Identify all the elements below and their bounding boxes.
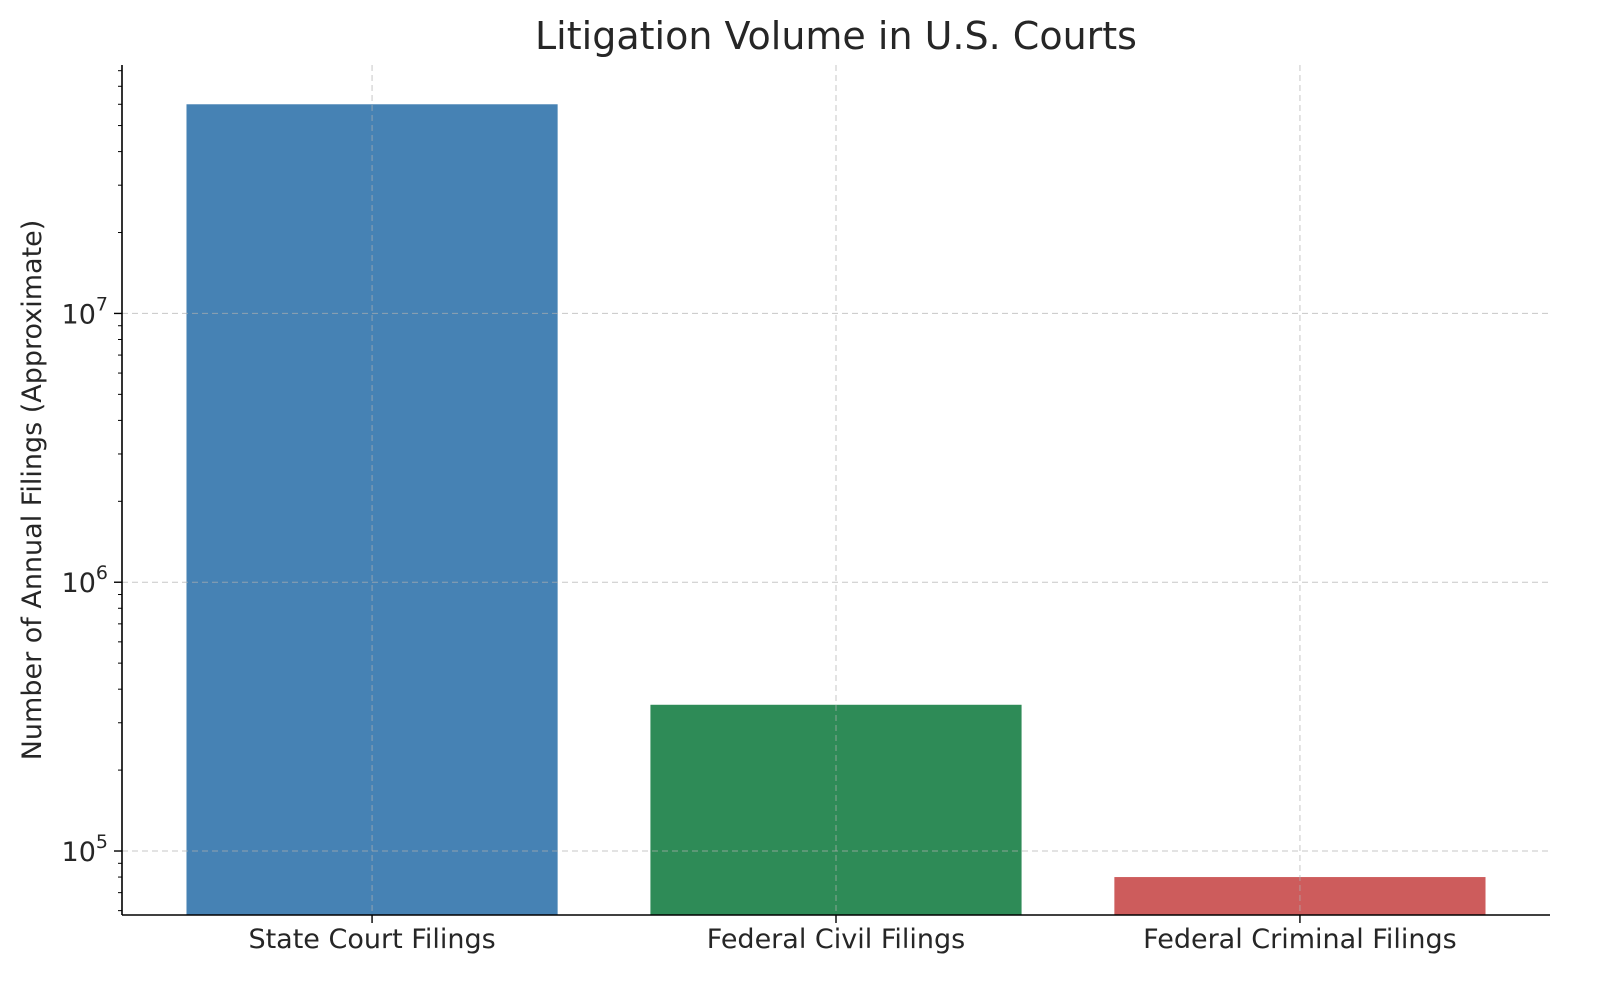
- y-tick-base: 10: [62, 837, 96, 868]
- grid-overlay: [122, 65, 1550, 915]
- y-tick-base: 10: [62, 568, 96, 599]
- y-tick-base: 10: [62, 299, 96, 330]
- y-tick-exponent: 5: [96, 831, 108, 853]
- y-tick-label-0: 105: [62, 831, 108, 868]
- chart-title: Litigation Volume in U.S. Courts: [535, 14, 1137, 58]
- x-tick-label-2: Federal Criminal Filings: [1143, 924, 1457, 955]
- x-tick-label-1: Federal Civil Filings: [707, 924, 965, 955]
- y-axis-label: Number of Annual Filings (Approximate): [17, 220, 48, 761]
- x-tick-label-0: State Court Filings: [248, 924, 495, 955]
- y-tick-exponent: 6: [96, 562, 108, 584]
- y-tick-label-1: 106: [62, 562, 108, 599]
- y-tick-label-2: 107: [62, 293, 108, 330]
- y-tick-exponent: 7: [96, 293, 108, 315]
